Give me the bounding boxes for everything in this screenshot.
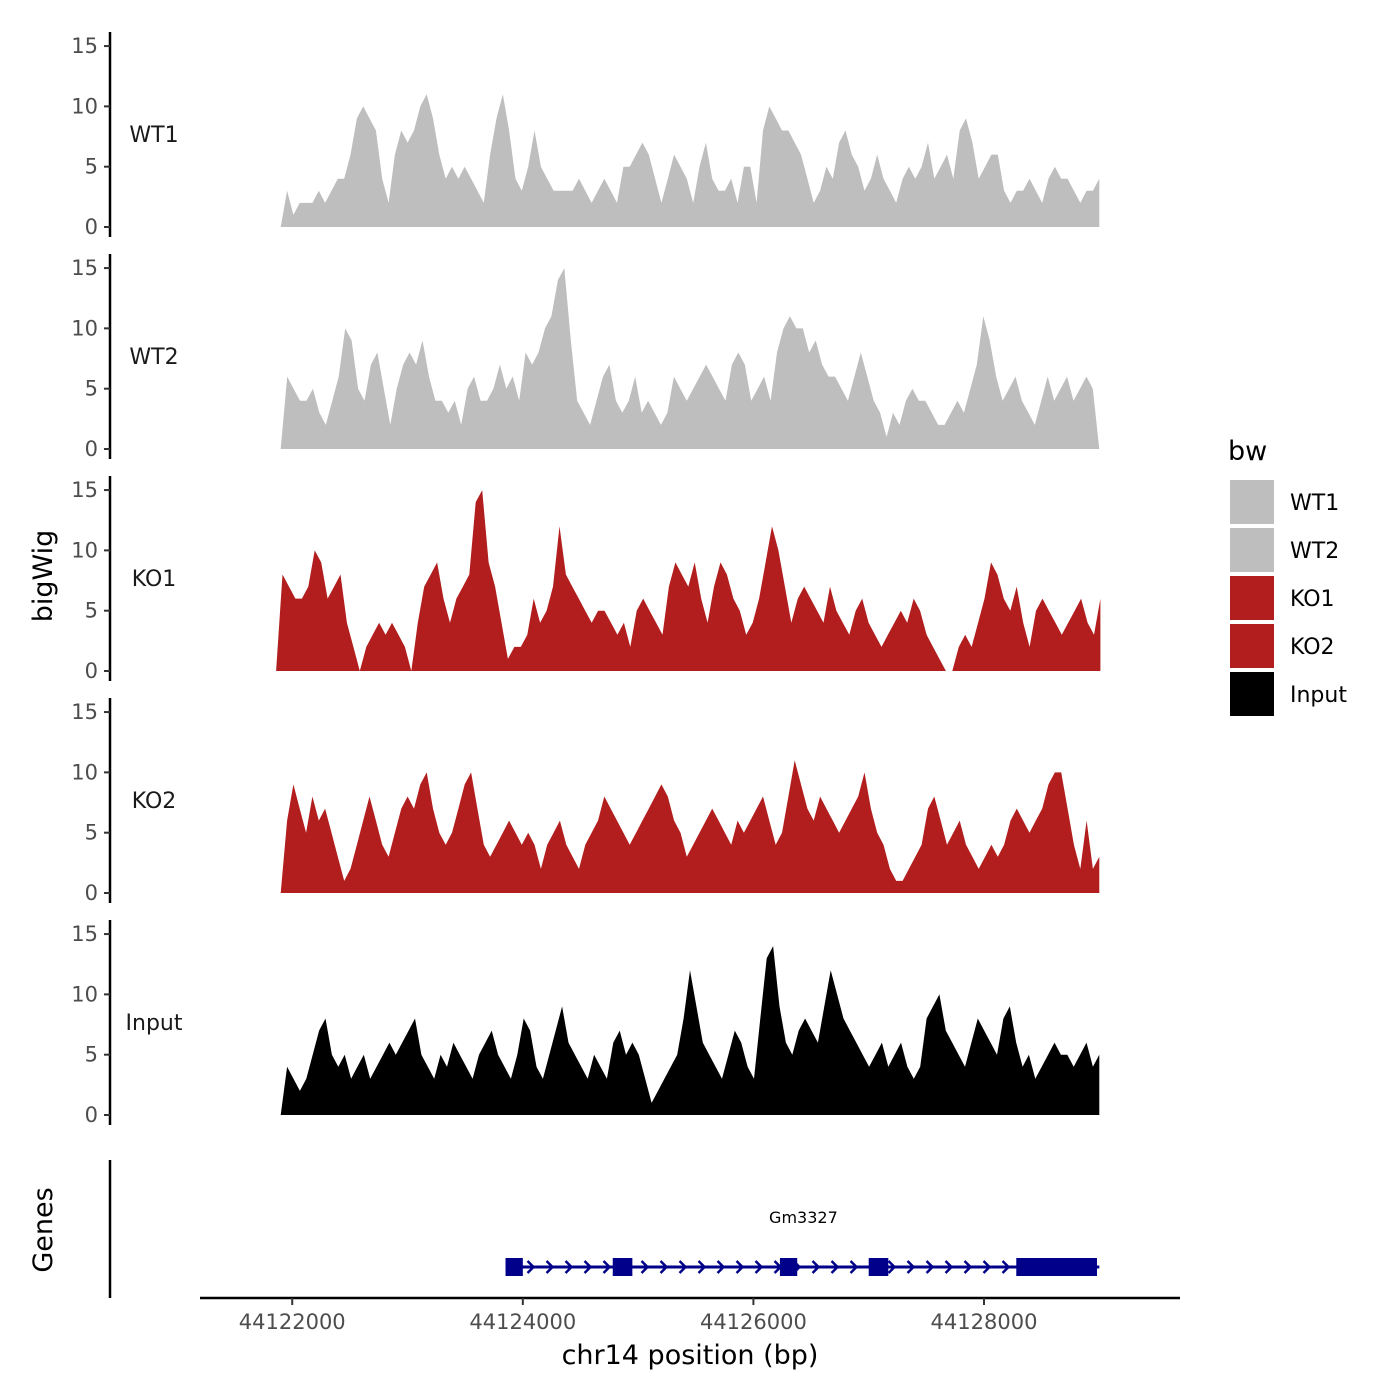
coverage-area-wt2 [280,268,1100,449]
y-tick-label: 10 [71,982,98,1006]
coverage-area-input [280,946,1100,1115]
legend-label: KO2 [1290,635,1335,660]
legend-key-wt2 [1230,528,1274,572]
y-tick-label: 10 [71,94,98,118]
track-label: WT2 [129,345,178,370]
y-axis-title: bigWig [28,530,59,623]
strand-arrow [963,1260,973,1274]
legend-label: KO1 [1290,587,1335,612]
strand-arrow [545,1260,555,1274]
y-tick-label: 15 [71,256,98,280]
x-tick-label: 44122000 [239,1310,346,1334]
x-axis-title: chr14 position (bp) [562,1340,819,1371]
track-ko2: 0 5 10 15 KO2 [71,698,1100,905]
strand-arrow [944,1260,954,1274]
y-tick-label: 0 [85,437,98,461]
gene-track: Gm3327 [108,1160,1100,1298]
legend-key-ko1 [1230,576,1274,620]
y-tick-label: 0 [85,1103,98,1127]
x-tick-label: 44128000 [931,1310,1038,1334]
legend-label: WT1 [1290,491,1339,516]
strand-arrow [887,1260,897,1274]
y-tick-label: 15 [71,34,98,58]
y-tick-label: 10 [71,760,98,784]
y-tick-label: 0 [85,659,98,683]
x-tick-label: 44126000 [700,1310,807,1334]
strand-arrow [754,1260,764,1274]
strand-arrow [982,1260,992,1274]
y-tick-label: 15 [71,478,98,502]
exon-block [505,1258,523,1276]
y-tick-label: 5 [85,821,98,845]
legend-label: WT2 [1290,539,1339,564]
coverage-area-wt1 [280,94,1100,227]
coverage-tracks: 0 5 10 15 WT1 0 5 10 15 WT2 0 5 10 15 KO1 0 5 10 15 KO2 0 5 10… [71,32,1101,1127]
y-tick-label: 0 [85,215,98,239]
coverage-area-ko1 [276,490,1101,671]
y-tick-label: 0 [85,881,98,905]
strand-arrow [564,1260,574,1274]
x-axis: 44122000 44124000 44126000 44128000 [200,1296,1180,1334]
strand-arrow [678,1260,688,1274]
exon-block [1016,1258,1097,1276]
gene-model: Gm3327 [505,1208,1100,1276]
track-label: Input [126,1011,183,1036]
y-tick-label: 10 [71,316,98,340]
x-tick-label: 44124000 [469,1310,576,1334]
exon-block [868,1258,889,1276]
track-wt1: 0 5 10 15 WT1 [71,32,1100,239]
strand-arrow [697,1260,707,1274]
strand-arrow [659,1260,669,1274]
exon-block [779,1258,798,1276]
track-wt2: 0 5 10 15 WT2 [71,254,1100,461]
strand-arrow [906,1260,916,1274]
legend-title: bw [1228,436,1267,467]
y-tick-label: 10 [71,538,98,562]
legend-label: Input [1290,683,1347,708]
y-tick-label: 5 [85,155,98,179]
legend-key-ko2 [1230,624,1274,668]
strand-arrow [735,1260,745,1274]
exon-block [612,1258,633,1276]
track-ko1: 0 5 10 15 KO1 [71,476,1101,683]
strand-arrow [583,1260,593,1274]
gene-name-label: Gm3327 [769,1208,838,1227]
strand-arrow [1001,1260,1011,1274]
track-label: KO1 [132,567,177,592]
gene-track-title: Genes [28,1187,59,1272]
strand-arrow [811,1260,821,1274]
y-tick-label: 15 [71,700,98,724]
track-label: WT1 [129,123,178,148]
strand-arrow [716,1260,726,1274]
legend-key-wt1 [1230,480,1274,524]
track-input: 0 5 10 15 Input [71,920,1100,1127]
strand-arrow [602,1260,612,1274]
coverage-area-ko2 [280,760,1100,893]
y-tick-label: 5 [85,599,98,623]
strand-arrow [849,1260,859,1274]
legend-key-input [1230,672,1274,716]
y-tick-label: 5 [85,377,98,401]
strand-arrow [925,1260,935,1274]
strand-arrow [526,1260,536,1274]
strand-arrow [830,1260,840,1274]
y-tick-label: 5 [85,1043,98,1067]
legend: bw WT1 WT2 KO1 KO2 Input [1228,436,1347,716]
y-tick-label: 15 [71,922,98,946]
strand-arrow [640,1260,650,1274]
track-label: KO2 [132,789,177,814]
